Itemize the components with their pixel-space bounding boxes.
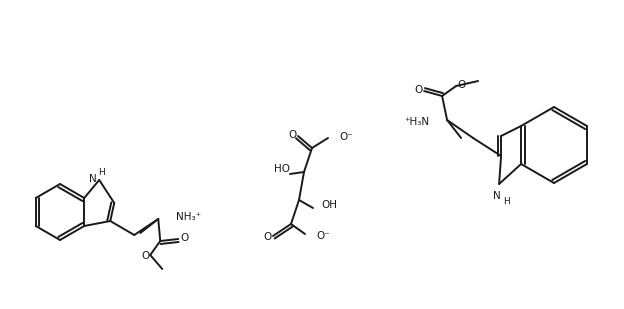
Text: O: O bbox=[414, 85, 422, 95]
Text: H: H bbox=[503, 197, 509, 206]
Text: O⁻: O⁻ bbox=[316, 231, 329, 241]
Text: OH: OH bbox=[321, 200, 337, 210]
Text: O: O bbox=[263, 232, 271, 242]
Text: HO: HO bbox=[274, 164, 290, 174]
Text: O: O bbox=[288, 130, 296, 140]
Text: O: O bbox=[457, 80, 466, 90]
Text: H: H bbox=[98, 167, 105, 176]
Text: N: N bbox=[89, 174, 97, 184]
Text: O⁻: O⁻ bbox=[339, 132, 353, 142]
Text: O: O bbox=[180, 233, 188, 243]
Text: O: O bbox=[141, 251, 149, 261]
Text: N: N bbox=[493, 191, 501, 201]
Text: ⁺H₃N: ⁺H₃N bbox=[404, 117, 429, 127]
Text: NH₃⁺: NH₃⁺ bbox=[176, 212, 202, 222]
